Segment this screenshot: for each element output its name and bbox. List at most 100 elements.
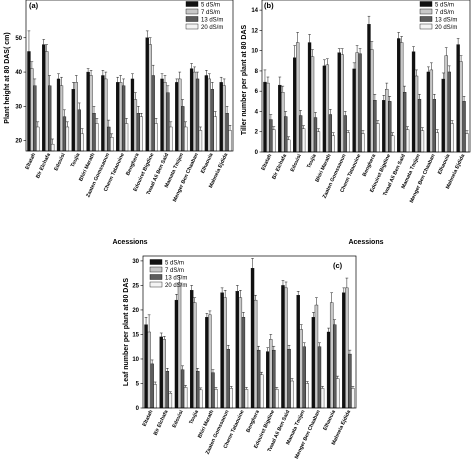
error-bar-toujia-13-ds-m <box>196 368 200 372</box>
error-bar-zaaten-gomssaoun-20-ds-m <box>229 386 233 389</box>
error-bar-eltatah-7-ds-m <box>147 314 151 332</box>
error-bar-menger-ben-chaaban-7-ds-m <box>430 62 433 70</box>
bar-mamata-tmijen-20-ds-m <box>305 383 310 409</box>
bar-chenn-tataouine-20-ds-m <box>124 123 129 152</box>
bar-elhaouia-20-ds-m <box>336 378 340 409</box>
bar-elhaouia-13-ds-m <box>447 71 451 153</box>
bar-mahneia-ejdida-5-ds-m <box>219 82 223 152</box>
bar-elhaouia-5-ds-m <box>204 75 209 152</box>
bar-elhaouia-20-ds-m <box>213 116 217 152</box>
bar-zaaten-gomssaoun-7-ds-m <box>223 297 227 409</box>
error-bar-chenn-tataouine-5-ds-m <box>235 285 239 292</box>
bar-mahneia-ejdida-13-ds-m <box>462 101 466 153</box>
bar-bir-elchafa-20-ds-m <box>168 393 173 409</box>
y-tick-label: 12 <box>251 28 258 34</box>
error-bar-zaaten-gomssaoun-7-ds-m <box>223 290 227 298</box>
bar-bhiri-marath-7-ds-m <box>208 314 212 409</box>
x-tick-label-eltatah: Eltatah <box>142 409 155 427</box>
bar-bir-elchafa-5-ds-m <box>278 84 282 153</box>
legend-item-5-ds-m: 5 dS/m <box>185 1 220 8</box>
bar-bhiri-marath-20-ds-m <box>214 389 218 409</box>
bar-benghera-13-ds-m <box>136 113 141 152</box>
x-tick-label-bir-elchafa: Bir Elchafa <box>271 153 288 180</box>
bar-twaal-ali-ben-said-5-ds-m <box>397 38 401 153</box>
legend-label-20-ds-m: 20 dS/m <box>201 25 223 31</box>
legend-item-13-ds-m: 13 dS/m <box>149 274 187 281</box>
y-tick-label: 0 <box>136 406 140 412</box>
error-bar-toujia-7-ds-m <box>193 297 197 303</box>
bar-chenn-tataouine-13-ds-m <box>358 53 362 153</box>
x-tick-label-bir-elchafa: Bir Elchafa <box>35 152 52 179</box>
error-bar-edouiret-bigdine-5-ds-m <box>382 95 386 101</box>
error-bar-mahneia-ejdida-7-ds-m <box>345 277 349 288</box>
bar-mahneia-ejdida-20-ds-m <box>351 388 355 409</box>
y-tick-label: 5 <box>136 381 140 387</box>
bar-twaal-ali-ben-said-5-ds-m <box>281 285 285 409</box>
bar-chenn-tataouine-13-ds-m <box>121 85 126 152</box>
error-bar-bir-elchafa-20-ds-m <box>287 136 291 140</box>
error-bar-mamata-tmijen-7-ds-m <box>178 71 182 79</box>
bar-zaaten-gomssaoun-5-ds-m <box>337 52 341 153</box>
error-bar-menger-ben-chaaban-13-ds-m <box>433 94 436 100</box>
error-bar-mahneia-ejdida-20-ds-m <box>228 125 232 131</box>
bar-toujia-7-ds-m <box>310 56 315 153</box>
bar-mamata-tmijen-20-ds-m <box>420 130 425 153</box>
error-bar-toujia-5-ds-m <box>190 285 194 291</box>
bar-eltatah-13-ds-m <box>33 85 37 152</box>
y-tick-label: 2 <box>255 130 259 136</box>
y-tick-label: 50 <box>15 36 22 42</box>
legend-label-5-ds-m: 5 dS/m <box>165 260 184 266</box>
error-bar-bir-elchafa-20-ds-m <box>51 138 54 145</box>
error-bar-toujia-7-ds-m <box>74 75 78 83</box>
bar-twaal-ali-ben-said-7-ds-m <box>399 42 404 153</box>
bar-eltatah-5-ds-m <box>27 51 31 152</box>
legend-swatch-7-ds-m <box>149 266 163 273</box>
bar-menger-ben-chaaban-7-ds-m <box>429 69 434 153</box>
error-bar-twaal-ali-ben-said-5-ds-m <box>281 280 285 286</box>
x-tick-label-edouisi: Edouisi <box>171 409 185 429</box>
error-bar-twaal-ali-ben-said-20-ds-m <box>169 121 173 127</box>
bar-zaaten-gomssaoun-13-ds-m <box>226 348 230 409</box>
bar-edouiret-bigdine-7-ds-m <box>148 44 152 152</box>
legend-label-20-ds-m: 20 dS/m <box>165 283 187 289</box>
error-bar-bhiri-marath-20-ds-m <box>95 118 99 124</box>
legend-swatch-7-ds-m <box>419 8 433 15</box>
bar-edouiret-bigdine-5-ds-m <box>145 37 149 152</box>
error-bar-benghera-20-ds-m <box>140 113 143 117</box>
bar-menger-ben-chaaban-5-ds-m <box>311 317 316 409</box>
legend-item-5-ds-m: 5 dS/m <box>419 1 454 8</box>
x-tick-label-bir-elchafa: Bir Elchafa <box>153 409 170 436</box>
bar-bhiri-marath-5-ds-m <box>86 71 90 152</box>
legend: 5 dS/m 7 dS/m13 dS/m 20 dS/m <box>419 1 457 31</box>
y-tick-label: 30 <box>15 104 22 110</box>
bar-menger-ben-chaaban-13-ds-m <box>317 346 322 409</box>
legend-swatch-20-ds-m <box>149 281 163 288</box>
bar-bhiri-marath-5-ds-m <box>205 317 209 409</box>
error-bar-eltatah-7-ds-m <box>30 61 34 69</box>
error-bar-twaal-ali-ben-said-5-ds-m <box>160 73 164 79</box>
bar-benghera-5-ds-m <box>130 78 135 152</box>
error-bar-edouisi-5-ds-m <box>57 73 60 79</box>
error-bar-mahneia-ejdida-5-ds-m <box>342 287 346 293</box>
error-bar-edouisi-20-ds-m <box>184 385 187 388</box>
bar-menger-ben-chaaban-7-ds-m <box>314 304 319 409</box>
bar-benghera-20-ds-m <box>376 123 380 153</box>
y-tick-label: 20 <box>15 139 22 145</box>
error-bar-elhaouia-7-ds-m <box>444 47 448 56</box>
error-bar-elhaouia-7-ds-m <box>208 73 211 79</box>
legend-item-7-ds-m: 7 dS/m <box>185 8 220 16</box>
error-bar-edouiret-bigdine-5-ds-m <box>145 30 149 38</box>
x-tick-label-eltatah: Eltatah <box>24 152 37 170</box>
bar-twaal-ali-ben-said-20-ds-m <box>169 126 173 152</box>
error-bar-mahneia-ejdida-7-ds-m <box>459 55 463 62</box>
bar-mahneia-ejdida-5-ds-m <box>456 44 460 153</box>
bar-edouiret-bigdine-7-ds-m <box>385 88 389 153</box>
error-bar-mahneia-ejdida-5-ds-m <box>219 76 223 83</box>
error-bar-chenn-tataouine-20-ds-m <box>125 118 128 124</box>
bar-mahneia-ejdida-7-ds-m <box>345 287 349 409</box>
error-bar-menger-ben-chaaban-5-ds-m <box>312 312 315 318</box>
bar-bhiri-marath-13-ds-m <box>211 372 215 409</box>
legend-label-5-ds-m: 5 dS/m <box>435 2 454 8</box>
